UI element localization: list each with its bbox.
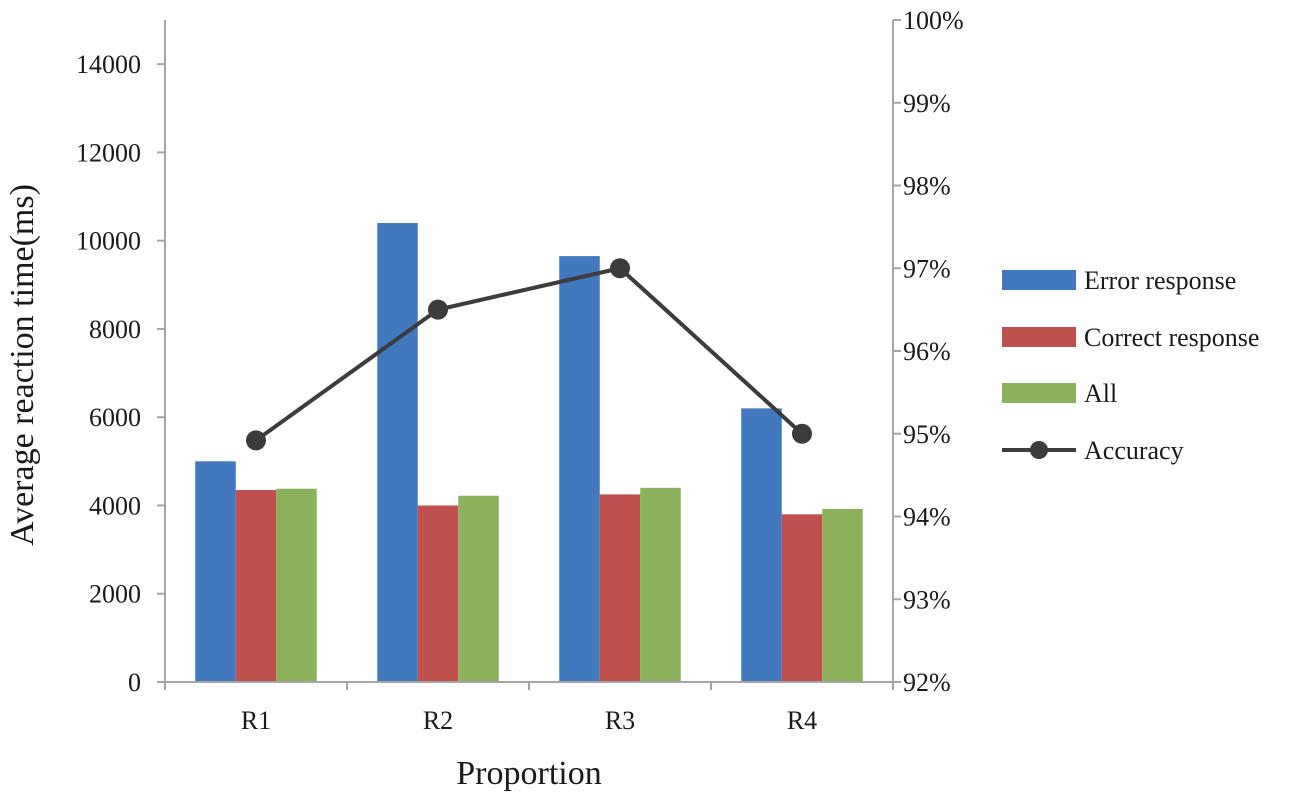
- right-y-tick-label: 97%: [903, 254, 951, 283]
- accuracy-point-r2: [428, 299, 448, 320]
- accuracy-point-r1: [246, 430, 266, 451]
- right-y-tick-label: 92%: [903, 668, 951, 697]
- left-y-tick-label: 8000: [89, 315, 141, 344]
- x-tick-label-r3: R3: [605, 706, 635, 735]
- bars-layer: [195, 223, 863, 682]
- legend-label-correct-response: Correct response: [1084, 323, 1259, 352]
- accuracy-line: [254, 266, 804, 442]
- bar-all-r2: [458, 495, 499, 682]
- accuracy-point-r4: [792, 423, 812, 444]
- accuracy-point-r3: [610, 258, 630, 279]
- x-tick-label-r4: R4: [787, 706, 817, 735]
- legend-swatch-error-response: [1002, 270, 1076, 290]
- right-y-tick-label: 95%: [903, 420, 951, 449]
- left-y-tick-label: 14000: [76, 50, 141, 79]
- left-y-tick-label: 10000: [76, 227, 141, 256]
- bar-all-r1: [276, 488, 317, 682]
- bar-correct-response-r1: [235, 490, 277, 682]
- left-y-tick-label: 12000: [76, 138, 141, 167]
- left-y-tick-label: 6000: [89, 403, 141, 432]
- right-y-tick-label: 96%: [903, 337, 951, 366]
- x-axis-title: Proportion: [456, 755, 601, 792]
- legend-swatch-all: [1002, 383, 1076, 403]
- bar-error-response-r1: [195, 461, 236, 682]
- y-axis-title: Average reaction time(ms): [4, 184, 41, 546]
- bar-all-r3: [640, 487, 681, 682]
- legend-swatch-correct-response: [1002, 327, 1076, 347]
- left-y-tick-label: 0: [128, 668, 141, 697]
- legend-label-accuracy: Accuracy: [1084, 436, 1184, 465]
- bar-error-response-r4: [741, 408, 782, 682]
- legend-label-error-response: Error response: [1084, 266, 1236, 295]
- right-y-tick-label: 99%: [903, 89, 951, 118]
- bar-correct-response-r2: [417, 505, 459, 682]
- accuracy-line-layer: [246, 258, 812, 451]
- x-tick-label-r2: R2: [423, 706, 453, 735]
- legend-label-all: All: [1084, 379, 1117, 408]
- bar-correct-response-r3: [599, 494, 641, 682]
- legend: Error response Correct response All Accu…: [1002, 266, 1259, 465]
- right-y-tick-label: 98%: [903, 172, 951, 201]
- left-y-tick-label: 2000: [89, 580, 141, 609]
- bar-all-r4: [822, 509, 863, 682]
- bar-error-response-r3: [559, 256, 600, 682]
- bar-error-response-r2: [377, 223, 418, 682]
- ticks-layer: 0 2000 4000 6000 8000 10000 12000 14000 92% 93% 94…: [76, 6, 964, 735]
- left-y-tick-label: 4000: [89, 491, 141, 520]
- right-y-tick-label: 94%: [903, 503, 951, 532]
- x-tick-label-r1: R1: [241, 706, 271, 735]
- right-y-tick-label: 93%: [903, 585, 951, 614]
- legend-swatch-accuracy-marker: [1030, 441, 1048, 459]
- right-y-tick-label: 100%: [903, 6, 964, 35]
- bar-correct-response-r4: [781, 514, 823, 682]
